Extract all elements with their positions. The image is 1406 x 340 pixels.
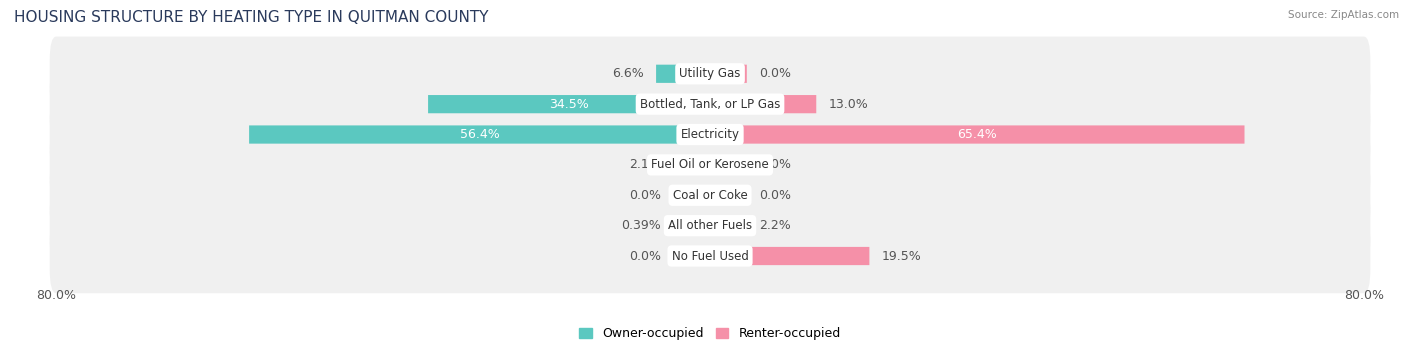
Text: 2.1%: 2.1%	[630, 158, 661, 171]
FancyBboxPatch shape	[673, 247, 710, 265]
Text: 0.0%: 0.0%	[759, 158, 792, 171]
Text: 13.0%: 13.0%	[828, 98, 869, 111]
FancyBboxPatch shape	[710, 156, 747, 174]
Text: Utility Gas: Utility Gas	[679, 67, 741, 80]
FancyBboxPatch shape	[710, 217, 747, 235]
FancyBboxPatch shape	[673, 217, 710, 235]
FancyBboxPatch shape	[657, 65, 710, 83]
Text: No Fuel Used: No Fuel Used	[672, 250, 748, 262]
FancyBboxPatch shape	[49, 128, 1371, 202]
Text: Fuel Oil or Kerosene: Fuel Oil or Kerosene	[651, 158, 769, 171]
FancyBboxPatch shape	[710, 186, 747, 204]
Text: 6.6%: 6.6%	[612, 67, 644, 80]
FancyBboxPatch shape	[49, 219, 1371, 293]
Text: 65.4%: 65.4%	[957, 128, 997, 141]
Text: 0.0%: 0.0%	[628, 250, 661, 262]
Text: 0.0%: 0.0%	[759, 189, 792, 202]
FancyBboxPatch shape	[49, 158, 1371, 233]
FancyBboxPatch shape	[710, 125, 1244, 143]
Legend: Owner-occupied, Renter-occupied: Owner-occupied, Renter-occupied	[575, 322, 845, 340]
Text: 56.4%: 56.4%	[460, 128, 499, 141]
FancyBboxPatch shape	[427, 95, 710, 113]
FancyBboxPatch shape	[673, 156, 710, 174]
Text: 2.2%: 2.2%	[759, 219, 790, 232]
FancyBboxPatch shape	[49, 37, 1371, 111]
Text: Bottled, Tank, or LP Gas: Bottled, Tank, or LP Gas	[640, 98, 780, 111]
FancyBboxPatch shape	[49, 188, 1371, 263]
FancyBboxPatch shape	[710, 95, 817, 113]
Text: Source: ZipAtlas.com: Source: ZipAtlas.com	[1288, 10, 1399, 20]
FancyBboxPatch shape	[710, 247, 869, 265]
FancyBboxPatch shape	[49, 67, 1371, 141]
Text: 0.39%: 0.39%	[621, 219, 661, 232]
FancyBboxPatch shape	[49, 97, 1371, 172]
FancyBboxPatch shape	[710, 65, 747, 83]
FancyBboxPatch shape	[673, 186, 710, 204]
Text: 34.5%: 34.5%	[550, 98, 589, 111]
Text: 19.5%: 19.5%	[882, 250, 921, 262]
Text: HOUSING STRUCTURE BY HEATING TYPE IN QUITMAN COUNTY: HOUSING STRUCTURE BY HEATING TYPE IN QUI…	[14, 10, 488, 25]
Text: Coal or Coke: Coal or Coke	[672, 189, 748, 202]
Text: 0.0%: 0.0%	[628, 189, 661, 202]
Text: 0.0%: 0.0%	[759, 67, 792, 80]
Text: Electricity: Electricity	[681, 128, 740, 141]
FancyBboxPatch shape	[249, 125, 710, 143]
Text: All other Fuels: All other Fuels	[668, 219, 752, 232]
